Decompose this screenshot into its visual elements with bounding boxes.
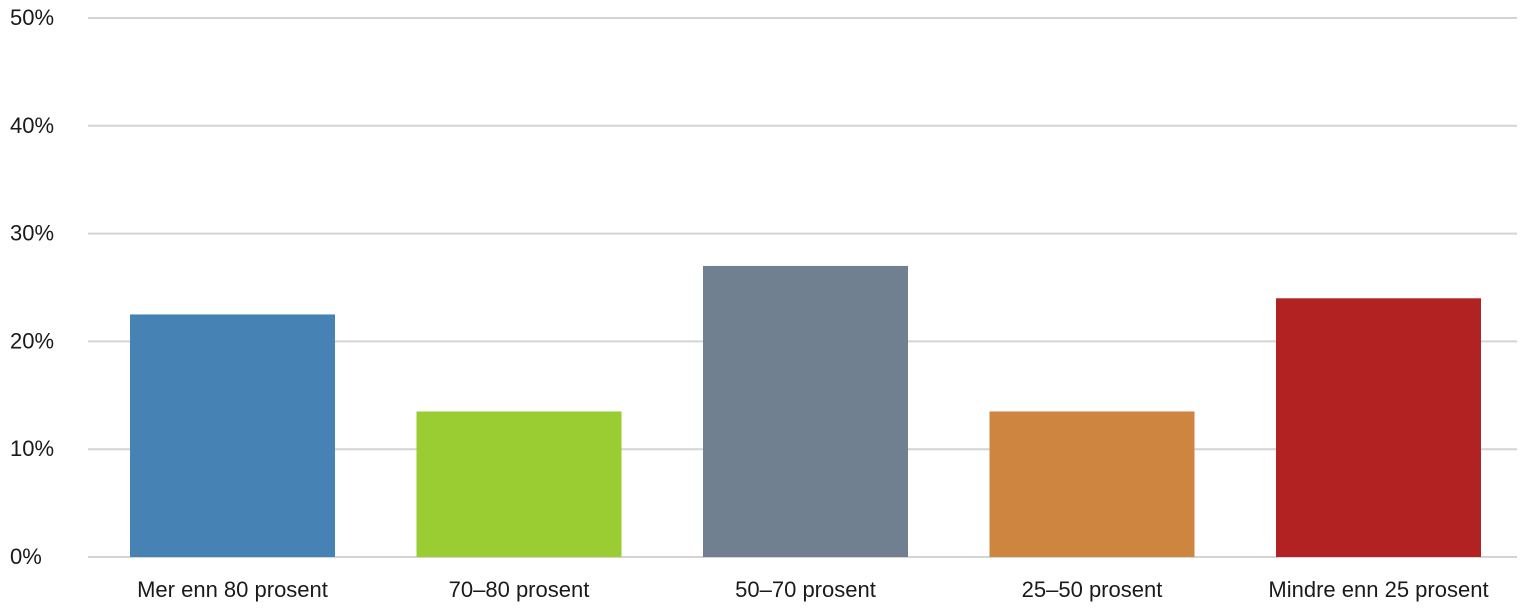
x-category-label: Mer enn 80 prosent (137, 577, 328, 602)
y-tick-label: 10% (10, 436, 54, 461)
y-tick-label: 50% (10, 5, 54, 30)
bars (130, 265, 1481, 557)
y-tick-label: 40% (10, 113, 54, 138)
y-tick-label: 20% (10, 328, 54, 353)
bar (989, 411, 1195, 557)
bar (416, 411, 622, 557)
bar (130, 314, 335, 557)
y-axis-tick-labels: 0% 10% 20% 30% 40% 50% (10, 5, 54, 569)
x-category-label: 25–50 prosent (1022, 577, 1163, 602)
bar (703, 265, 908, 557)
x-axis-category-labels: Mer enn 80 prosent 70–80 prosent 50–70 pro… (137, 577, 1488, 602)
x-category-label: 70–80 prosent (449, 577, 590, 602)
y-tick-label: 30% (10, 221, 54, 246)
x-category-label: 50–70 prosent (735, 577, 876, 602)
x-category-label: Mindre enn 25 prosent (1268, 577, 1488, 602)
bar (1276, 298, 1481, 557)
y-tick-label: 0% (10, 544, 42, 569)
